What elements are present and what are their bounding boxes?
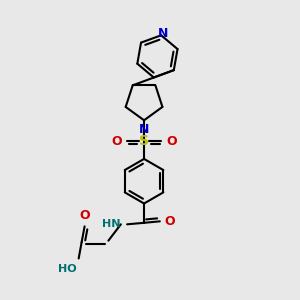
Text: HO: HO [58,264,76,274]
Text: O: O [79,209,90,222]
Text: O: O [166,135,177,148]
Text: N: N [158,27,168,40]
Text: S: S [139,134,149,148]
Text: N: N [139,123,149,136]
Text: HN: HN [102,219,121,229]
Text: O: O [111,135,122,148]
Text: O: O [164,215,175,228]
